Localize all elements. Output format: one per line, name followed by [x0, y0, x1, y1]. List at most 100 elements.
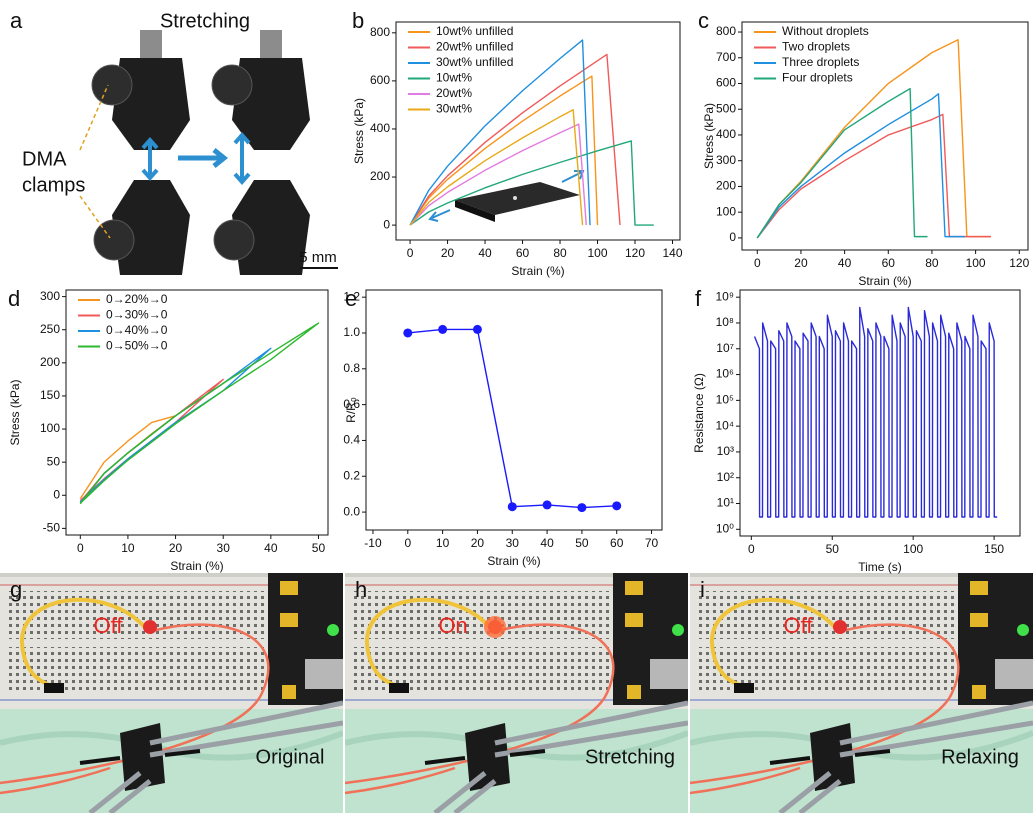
panel-label: c	[698, 8, 709, 33]
led-glow	[484, 616, 506, 638]
y-tick-label: 0	[383, 217, 390, 231]
y-tick-label: 700	[716, 50, 736, 64]
legend-label: Three droplets	[782, 55, 859, 69]
x-tick-label: 100	[966, 256, 986, 270]
y-tick-label: 100	[40, 421, 60, 435]
legend-label: 0→40%→0	[106, 323, 168, 337]
data-point	[403, 328, 412, 337]
led-state: On	[438, 613, 467, 638]
y-tick-label: 0	[53, 487, 60, 501]
x-tick-label: 0	[407, 246, 414, 260]
y-axis-title: Stress (kPa)	[352, 98, 366, 164]
photo-i: i Off Relaxing	[690, 573, 1033, 813]
data-point	[543, 500, 552, 509]
x-tick-label: 50	[826, 542, 840, 556]
legend-label: 10wt% unfilled	[436, 24, 513, 38]
scale-label: 5 mm	[299, 249, 337, 266]
photo-title: Stretching	[160, 10, 250, 32]
y-tick-label: -50	[43, 521, 61, 535]
x-tick-label: 80	[925, 256, 939, 270]
figure: a Stretching DMA clamps 5 mm g Off Origi…	[0, 0, 1034, 813]
legend-label: 0→30%→0	[106, 308, 168, 322]
y-axis-title: Stress (kPa)	[8, 379, 22, 445]
plot-frame	[366, 290, 662, 530]
clamp-original	[92, 30, 190, 275]
x-tick-label: 40	[540, 536, 554, 550]
y-tick-label: 0	[729, 230, 736, 244]
data-point	[438, 325, 447, 334]
y-tick-label: 500	[716, 101, 736, 115]
y-tick-label: 600	[716, 76, 736, 90]
y-axis-title: R/R₀	[344, 397, 358, 423]
led-state: Off	[94, 613, 124, 638]
y-tick-label: 0.0	[343, 504, 360, 518]
x-tick-label: 0	[77, 541, 84, 555]
legend-label: Four droplets	[782, 71, 853, 85]
y-tick-label: 10³	[717, 444, 734, 458]
x-tick-label: 60	[610, 536, 624, 550]
x-tick-label: 0	[748, 542, 755, 556]
series-line	[408, 329, 617, 507]
x-tick-label: 20	[471, 536, 485, 550]
series-line	[757, 89, 927, 238]
legend-label: 20wt% unfilled	[436, 40, 513, 54]
x-axis-title: Strain (%)	[858, 274, 911, 288]
photo-g: g Off Original	[0, 573, 343, 813]
y-tick-label: 50	[47, 454, 61, 468]
legend-label: 20wt%	[436, 86, 472, 100]
x-tick-label: 10	[436, 536, 450, 550]
legend-label: Without droplets	[782, 24, 869, 38]
x-tick-label: 100	[903, 542, 923, 556]
photo-a: a Stretching DMA clamps 5 mm	[10, 8, 338, 275]
x-tick-label: 50	[312, 541, 326, 555]
legend-label: Two droplets	[782, 40, 850, 54]
panel-label: i	[700, 577, 705, 602]
x-tick-label: 40	[838, 256, 852, 270]
x-tick-label: 70	[645, 536, 659, 550]
caption: Stretching	[585, 746, 675, 768]
y-tick-label: 10⁷	[716, 341, 734, 355]
arrow	[178, 150, 224, 166]
panel-label: g	[10, 577, 22, 602]
page: a Stretching DMA clamps 5 mm g Off Origi…	[0, 0, 1034, 813]
y-tick-label: 10⁸	[716, 315, 734, 329]
series-line	[757, 114, 991, 238]
y-tick-label: 0.8	[343, 361, 360, 375]
data-point	[577, 503, 586, 512]
y-tick-label: 10²	[717, 470, 734, 484]
x-axis-title: Strain (%)	[170, 559, 223, 573]
series-line	[757, 94, 964, 238]
panel-label: a	[10, 8, 23, 33]
clamp-stretched	[212, 30, 310, 275]
x-tick-label: 40	[264, 541, 278, 555]
panel-label: e	[345, 286, 357, 311]
y-tick-label: 100	[716, 204, 736, 218]
legend-label: 0→50%→0	[106, 339, 168, 353]
circuit-photo	[345, 573, 688, 813]
x-tick-label: 0	[404, 536, 411, 550]
x-tick-label: 60	[882, 256, 896, 270]
x-tick-label: 150	[984, 542, 1004, 556]
x-axis-title: Strain (%)	[487, 554, 540, 568]
circuit-photo	[690, 573, 1033, 813]
y-tick-label: 150	[40, 388, 60, 402]
panel-label: d	[8, 286, 20, 311]
y-tick-label: 200	[716, 179, 736, 193]
y-tick-label: 600	[370, 73, 390, 87]
x-tick-label: 10	[121, 541, 135, 555]
droplet	[513, 196, 517, 200]
y-tick-label: 10⁹	[716, 289, 735, 303]
x-tick-label: 50	[575, 536, 589, 550]
legend-label: 30wt% unfilled	[436, 55, 513, 69]
x-tick-label: 30	[506, 536, 520, 550]
inset	[430, 171, 583, 222]
x-axis-title: Time (s)	[858, 560, 902, 574]
y-tick-label: 0.4	[343, 433, 360, 447]
caption: Original	[256, 746, 325, 768]
y-tick-label: 800	[370, 25, 390, 39]
y-tick-label: 300	[716, 153, 736, 167]
y-tick-label: 1.0	[343, 325, 360, 339]
x-axis-title: Strain (%)	[511, 264, 564, 278]
x-tick-label: 0	[754, 256, 761, 270]
x-tick-label: 120	[625, 246, 645, 260]
